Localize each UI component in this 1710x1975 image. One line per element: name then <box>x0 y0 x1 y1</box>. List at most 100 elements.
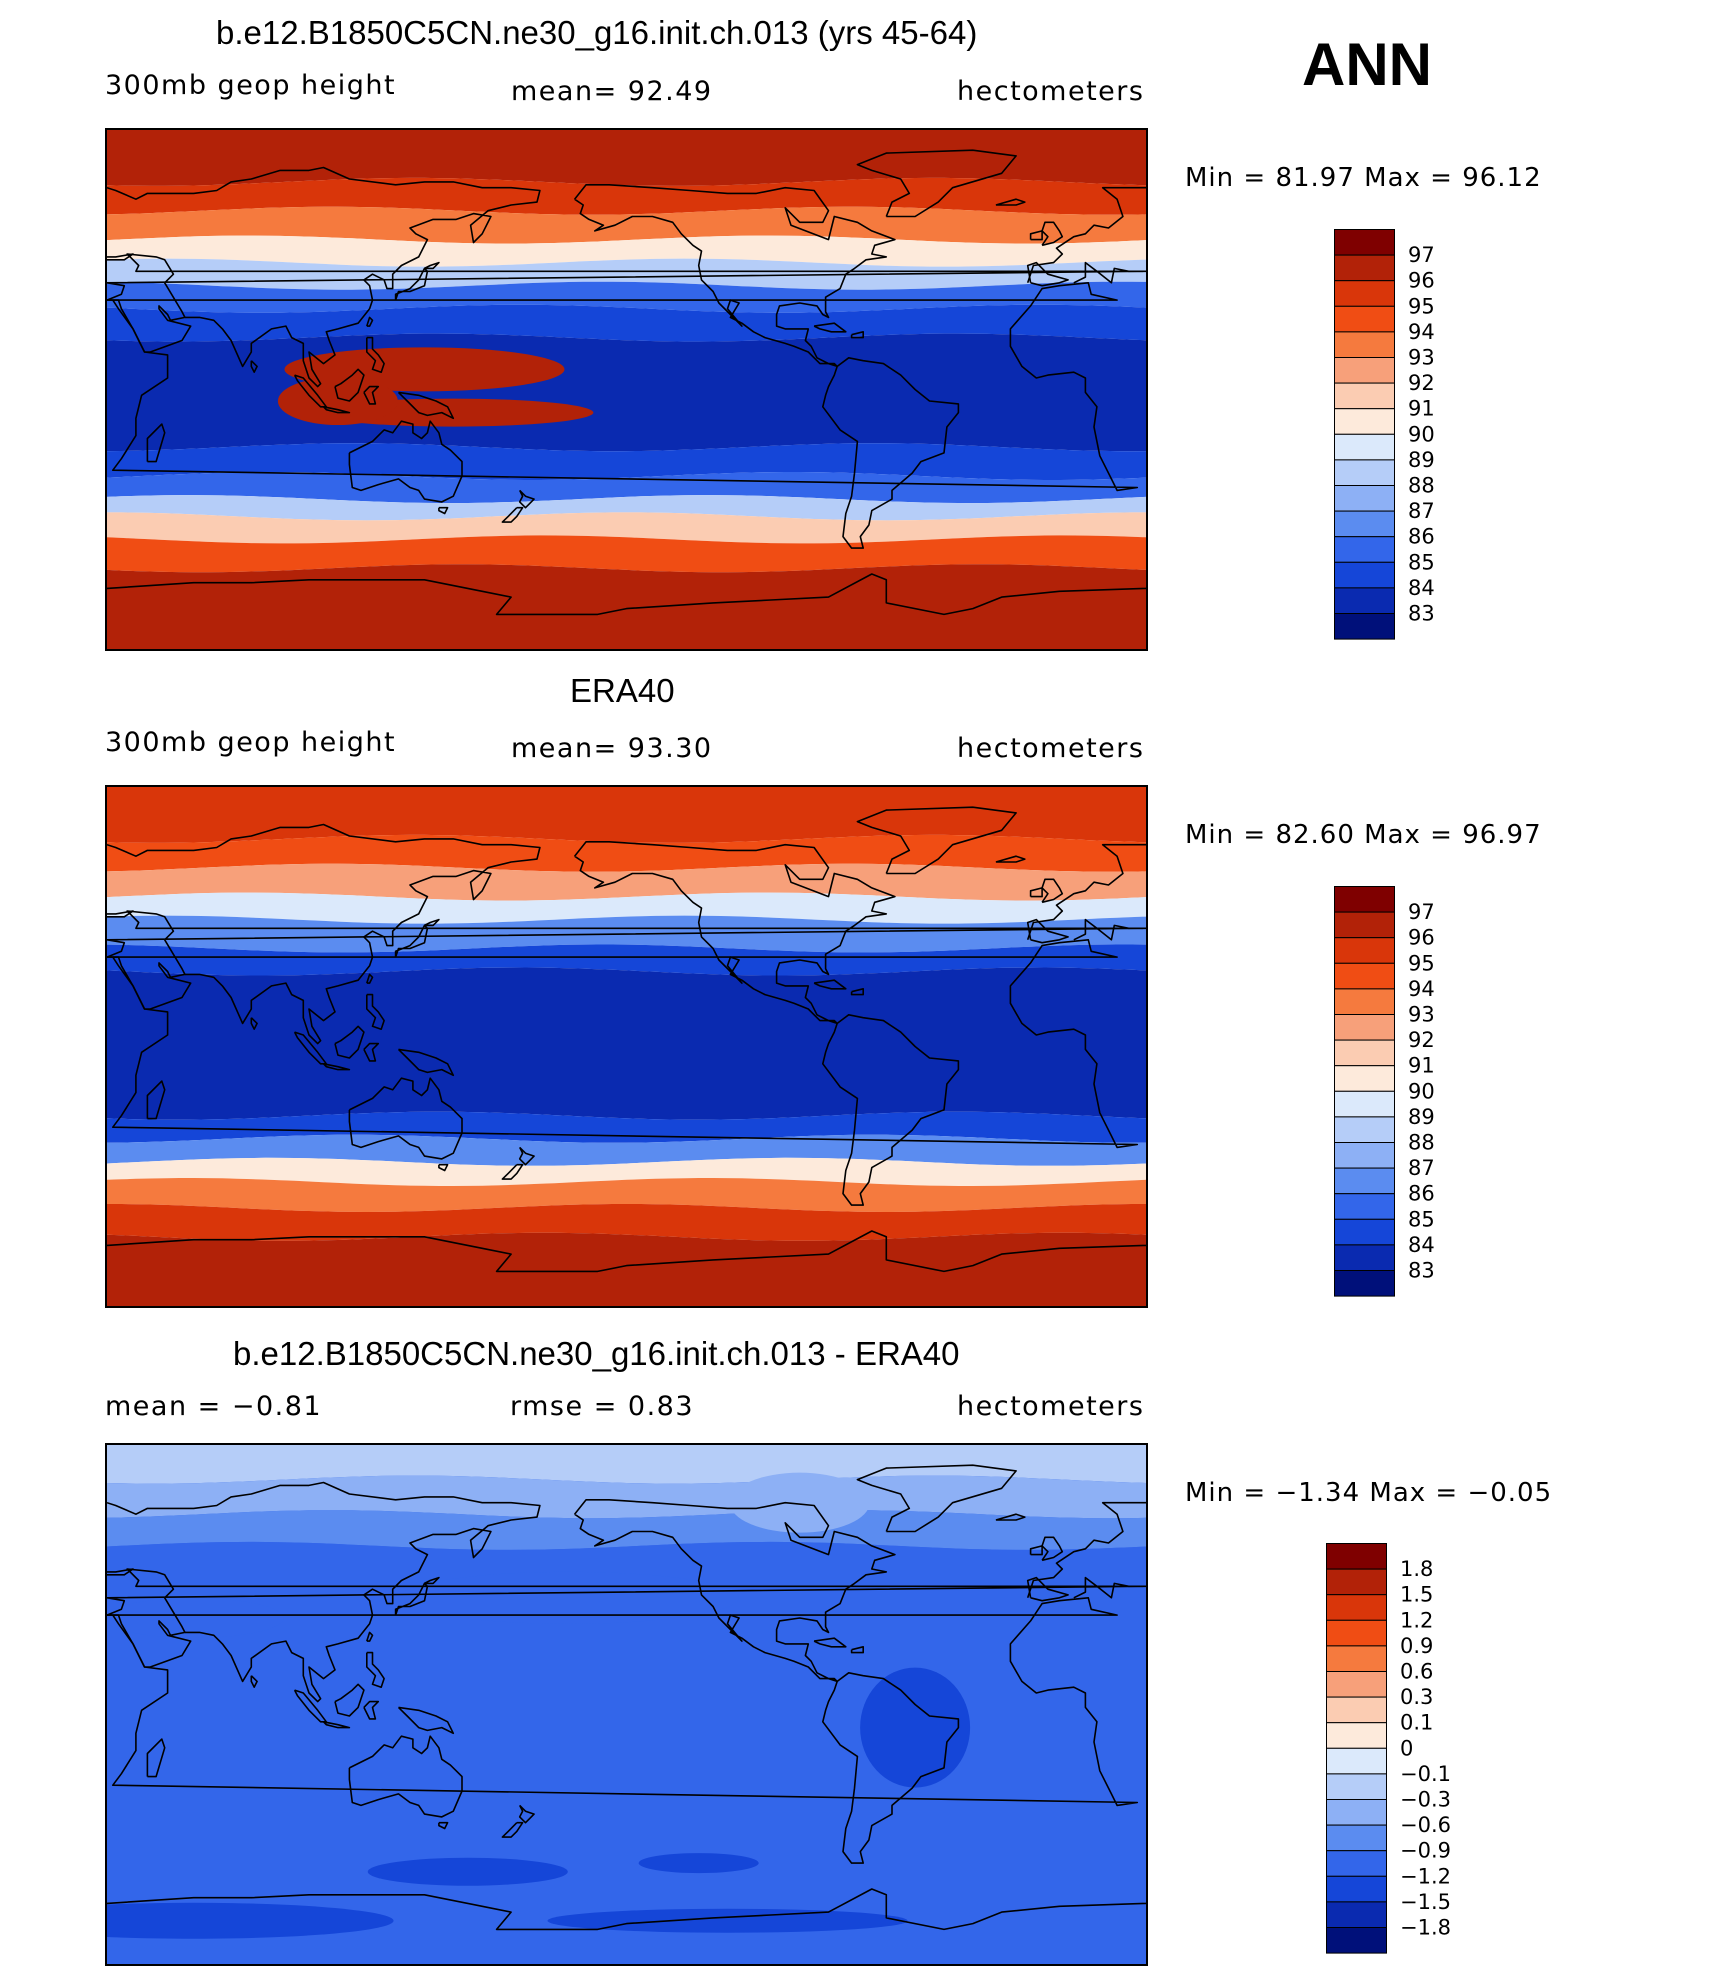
colorbar-swatch <box>1326 1594 1387 1621</box>
colorbar-tick-label: 85 <box>1408 550 1435 574</box>
colorbar-swatch <box>1326 1850 1387 1877</box>
colorbar-tick-label: 94 <box>1408 320 1435 344</box>
colorbar-swatch <box>1326 1747 1387 1775</box>
colorbar-swatch <box>1326 1901 1387 1928</box>
colorbar-tick-label: 96 <box>1408 269 1435 293</box>
colorbar-swatch <box>1326 1696 1387 1724</box>
colorbar-tick-label: 86 <box>1408 525 1435 549</box>
colorbar-tick-label: 0.9 <box>1400 1634 1433 1658</box>
colorbar-swatch <box>1334 331 1395 359</box>
colorbar-swatch <box>1334 1065 1395 1092</box>
colorbar-tick-label: 83 <box>1408 602 1435 626</box>
colorbar-swatch <box>1334 1090 1395 1118</box>
colorbar-swatch <box>1334 305 1395 333</box>
colorbar-tick-label: 95 <box>1408 951 1435 975</box>
colorbar-tick-label: 90 <box>1408 1079 1435 1103</box>
colorbar-tick-label: −0.1 <box>1400 1762 1451 1786</box>
colorbar-tick-label: −1.8 <box>1400 1916 1451 1940</box>
colorbar-swatch <box>1334 911 1395 939</box>
colorbar-tick-label: 0.6 <box>1400 1660 1433 1684</box>
colorbar-swatch <box>1334 1039 1395 1067</box>
colorbar-swatch <box>1334 485 1395 512</box>
colorbar-tick-label: 85 <box>1408 1207 1435 1231</box>
panel-1-title: b.e12.B1850C5CN.ne30_g16.init.ch.013 (yr… <box>216 14 978 51</box>
colorbar-swatch <box>1334 382 1395 410</box>
colorbar-swatch <box>1326 1927 1387 1954</box>
colorbar-tick-label: 0.3 <box>1400 1685 1433 1709</box>
colorbar-swatch <box>1326 1773 1387 1800</box>
colorbar-swatch <box>1334 1244 1395 1271</box>
colorbar-tick-label: 92 <box>1408 1028 1435 1052</box>
colorbar-tick-label: 87 <box>1408 499 1435 523</box>
panel-3-title: b.e12.B1850C5CN.ne30_g16.init.ch.013 - E… <box>233 1335 960 1372</box>
colorbar-swatch <box>1334 1218 1395 1246</box>
colorbar-tick-label: 89 <box>1408 448 1435 472</box>
colorbar-swatch <box>1334 937 1395 964</box>
contour-fill <box>107 787 1146 1306</box>
colorbar-tick-label: 1.8 <box>1400 1557 1433 1581</box>
colorbar-tick-label: 88 <box>1408 474 1435 498</box>
colorbar-swatch <box>1326 1799 1387 1826</box>
panel-2-variable-label: 300mb geop height <box>105 727 397 758</box>
colorbar-swatch <box>1334 1014 1395 1041</box>
colorbar-swatch <box>1334 357 1395 384</box>
panel-3-minmax: Min = −1.34 Max = −0.05 <box>1185 1478 1553 1508</box>
colorbar-swatch <box>1326 1543 1387 1570</box>
panel-2-map <box>105 785 1148 1308</box>
colorbar-swatch <box>1334 280 1395 307</box>
colorbar-tick-label: 83 <box>1408 1259 1435 1283</box>
colorbar-tick-label: 91 <box>1408 1054 1435 1078</box>
colorbar-tick-label: 0 <box>1400 1736 1413 1760</box>
contour-fill <box>107 1445 1146 1964</box>
panel-2-units-label: hectometers <box>957 733 1145 764</box>
panel-3-rmse-label: rmse = 0.83 <box>510 1391 695 1422</box>
colorbar-tick-label: −0.6 <box>1400 1813 1451 1837</box>
colorbar-tick-label: 0.1 <box>1400 1711 1433 1735</box>
colorbar-tick-label: 97 <box>1408 243 1435 267</box>
colorbar-swatch <box>1326 1824 1387 1852</box>
coastlines <box>107 149 1146 616</box>
coastlines <box>107 1464 1146 1931</box>
colorbar-swatch <box>1326 1875 1387 1903</box>
colorbar-swatch <box>1334 1142 1395 1169</box>
colorbar-tick-label: 94 <box>1408 977 1435 1001</box>
colorbar-tick-label: 97 <box>1408 900 1435 924</box>
colorbar-swatch <box>1334 587 1395 614</box>
colorbar-swatch <box>1334 459 1395 486</box>
panel-1-mean-label: mean= 92.49 <box>511 76 713 107</box>
panel-3-colorbar: 1.8 1.5 1.2 0.9 0.6 0.3 0.1 0 −0.1 −0.3 −0.6 −0.9 −1… <box>1326 1543 1486 1955</box>
colorbar-tick-label: −0.9 <box>1400 1839 1451 1863</box>
season-label: ANN <box>1302 31 1432 98</box>
colorbar-tick-label: 96 <box>1408 926 1435 950</box>
colorbar-swatch <box>1334 510 1395 538</box>
colorbar-tick-label: −0.3 <box>1400 1788 1451 1812</box>
panel-1-minmax: Min = 81.97 Max = 96.12 <box>1185 163 1542 193</box>
colorbar-swatch <box>1334 1167 1395 1195</box>
colorbar-tick-label: 88 <box>1408 1131 1435 1155</box>
panel-2-colorbar: 97 96 95 94 93 92 91 90 89 88 87 86 85 84 83 <box>1334 886 1484 1298</box>
colorbar-tick-label: 90 <box>1408 422 1435 446</box>
panel-1-units-label: hectometers <box>957 76 1145 107</box>
panel-1-colorbar: 97 96 95 94 93 92 91 90 89 88 87 86 85 84 83 <box>1334 229 1484 641</box>
colorbar-tick-label: −1.5 <box>1400 1890 1451 1914</box>
colorbar-swatch <box>1326 1568 1387 1596</box>
colorbar-tick-label: 89 <box>1408 1105 1435 1129</box>
colorbar-tick-label: 1.5 <box>1400 1583 1433 1607</box>
colorbar-swatch <box>1334 229 1395 256</box>
panel-2-title: ERA40 <box>570 672 675 709</box>
colorbar-swatch <box>1334 988 1395 1016</box>
colorbar-tick-label: 93 <box>1408 1003 1435 1027</box>
colorbar-tick-label: 95 <box>1408 294 1435 318</box>
colorbar-tick-label: 84 <box>1408 1233 1435 1257</box>
panel-1-map <box>105 128 1148 651</box>
panel-3-units-label: hectometers <box>957 1391 1145 1422</box>
colorbar-swatch <box>1334 613 1395 640</box>
colorbar-swatch <box>1334 1193 1395 1220</box>
colorbar-swatch <box>1326 1619 1387 1647</box>
colorbar-swatch <box>1334 433 1395 461</box>
colorbar-swatch <box>1326 1645 1387 1673</box>
colorbar-swatch <box>1334 408 1395 435</box>
colorbar-swatch <box>1334 536 1395 563</box>
colorbar-swatch <box>1334 254 1395 282</box>
panel-1-variable-label: 300mb geop height <box>105 70 397 101</box>
